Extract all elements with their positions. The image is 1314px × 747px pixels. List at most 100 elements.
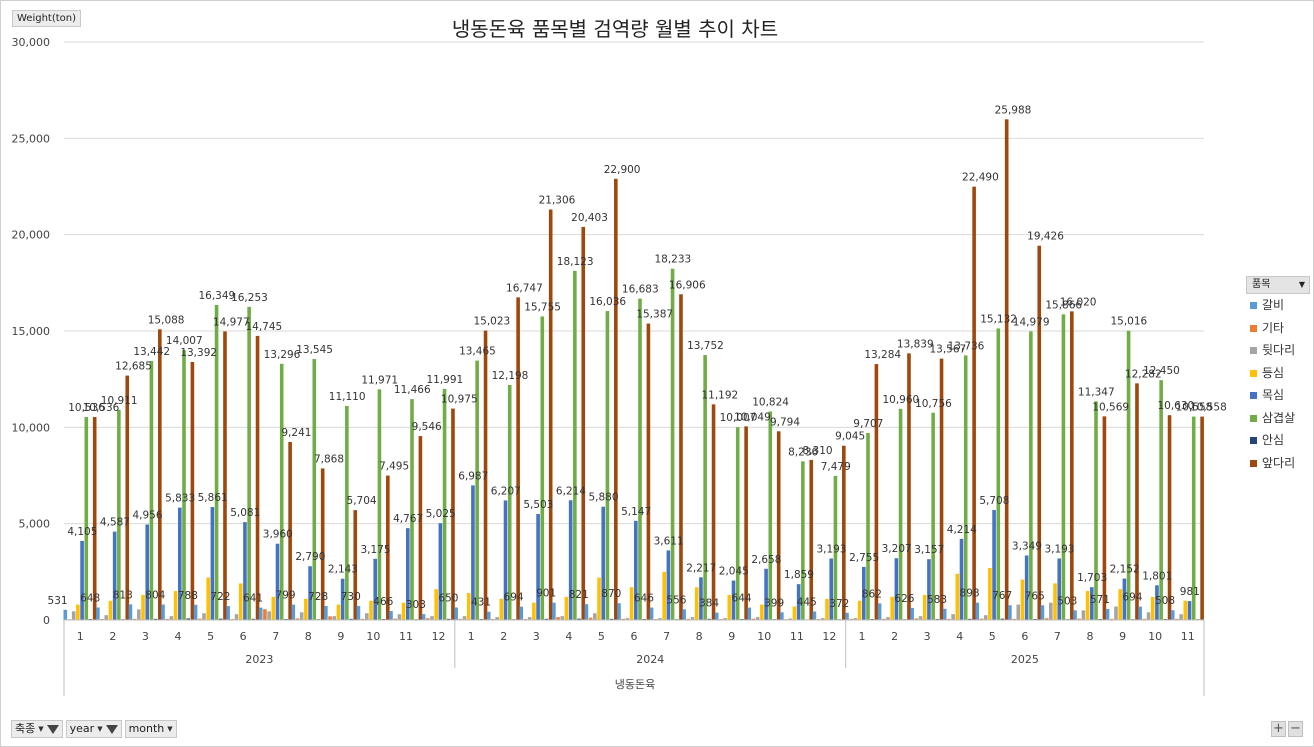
bar[interactable]	[1037, 245, 1042, 620]
bar[interactable]	[507, 384, 512, 620]
bar[interactable]	[1094, 401, 1098, 620]
bar[interactable]	[747, 607, 752, 620]
bar[interactable]	[996, 328, 1001, 620]
bar[interactable]	[210, 507, 215, 620]
bar[interactable]	[955, 573, 960, 620]
bar[interactable]	[621, 618, 625, 620]
bar[interactable]	[206, 577, 210, 620]
bar[interactable]	[735, 427, 740, 620]
bar[interactable]	[466, 593, 471, 620]
bar[interactable]	[829, 558, 834, 620]
bar[interactable]	[169, 616, 174, 620]
bar[interactable]	[1000, 618, 1005, 620]
bar[interactable]	[983, 615, 988, 620]
bar[interactable]	[796, 584, 801, 620]
bar[interactable]	[907, 353, 911, 620]
bar[interactable]	[454, 607, 458, 620]
bar[interactable]	[486, 611, 491, 620]
legend-item[interactable]: 안심	[1246, 429, 1310, 452]
bar[interactable]	[866, 432, 870, 620]
bar[interactable]	[842, 445, 846, 620]
bar[interactable]	[1004, 119, 1009, 621]
bar[interactable]	[593, 613, 597, 620]
bar[interactable]	[96, 607, 100, 620]
bar[interactable]	[544, 618, 549, 620]
bar[interactable]	[1070, 311, 1074, 620]
y-axis-unit-button[interactable]: Weight(ton)	[12, 10, 82, 27]
bar[interactable]	[658, 618, 662, 620]
bar[interactable]	[597, 577, 601, 620]
legend-item[interactable]: 뒷다리	[1246, 339, 1310, 362]
bar[interactable]	[356, 605, 361, 620]
bar[interactable]	[471, 485, 475, 620]
legend-filter-button[interactable]: 품목 ▼	[1246, 276, 1310, 294]
bar[interactable]	[251, 618, 256, 620]
bar[interactable]	[332, 616, 337, 620]
bar[interactable]	[275, 543, 280, 620]
bar[interactable]	[898, 408, 903, 620]
bar[interactable]	[406, 528, 410, 620]
bar[interactable]	[263, 609, 267, 620]
bar[interactable]	[821, 618, 825, 620]
bar[interactable]	[874, 364, 879, 620]
bar[interactable]	[573, 270, 577, 620]
bar[interactable]	[744, 426, 748, 620]
bar[interactable]	[1077, 618, 1081, 620]
bar[interactable]	[425, 618, 430, 620]
bar[interactable]	[1061, 314, 1066, 620]
filter-button-month[interactable]: month ▼	[124, 720, 177, 738]
bar[interactable]	[369, 600, 373, 620]
bar[interactable]	[141, 594, 145, 620]
bar[interactable]	[609, 618, 614, 620]
bar[interactable]	[711, 404, 716, 620]
bar[interactable]	[373, 558, 378, 620]
bar[interactable]	[295, 618, 300, 620]
bar[interactable]	[234, 614, 239, 620]
bar[interactable]	[776, 431, 781, 620]
bar[interactable]	[1090, 587, 1094, 620]
bar[interactable]	[886, 617, 890, 620]
bar[interactable]	[809, 459, 814, 620]
bar[interactable]	[165, 618, 169, 620]
bar[interactable]	[125, 375, 130, 620]
bar[interactable]	[833, 475, 838, 620]
bar[interactable]	[670, 268, 675, 620]
bar[interactable]	[288, 441, 292, 620]
bar[interactable]	[1073, 610, 1077, 620]
bar[interactable]	[646, 323, 651, 620]
bar[interactable]	[614, 178, 618, 620]
bar[interactable]	[1167, 415, 1172, 620]
bar[interactable]	[1126, 330, 1131, 620]
bar[interactable]	[214, 305, 219, 620]
bar[interactable]	[377, 389, 382, 620]
bar[interactable]	[271, 596, 276, 620]
bar[interactable]	[1029, 331, 1033, 620]
bar[interactable]	[629, 587, 634, 620]
bar[interactable]	[128, 604, 133, 620]
bar[interactable]	[291, 604, 296, 620]
bar[interactable]	[1191, 416, 1196, 620]
bar[interactable]	[446, 618, 451, 620]
bar[interactable]	[649, 607, 654, 620]
bar[interactable]	[707, 618, 712, 620]
bar[interactable]	[714, 612, 719, 620]
bar[interactable]	[1138, 606, 1142, 620]
bar[interactable]	[483, 330, 488, 620]
bar[interactable]	[723, 618, 727, 620]
bar[interactable]	[540, 316, 545, 620]
bar[interactable]	[617, 603, 621, 620]
bar[interactable]	[853, 618, 858, 620]
bar[interactable]	[963, 355, 968, 620]
legend-item[interactable]: 목심	[1246, 384, 1310, 407]
bar[interactable]	[397, 614, 402, 620]
bar[interactable]	[727, 594, 732, 620]
bar[interactable]	[1187, 601, 1192, 620]
bar[interactable]	[581, 226, 586, 620]
bar[interactable]	[161, 604, 165, 620]
filter-button-year[interactable]: year ▼	[65, 720, 122, 738]
bar[interactable]	[1040, 605, 1045, 620]
bar[interactable]	[764, 568, 768, 620]
bar[interactable]	[202, 613, 206, 620]
bar[interactable]	[931, 412, 935, 620]
bar[interactable]	[536, 513, 540, 620]
